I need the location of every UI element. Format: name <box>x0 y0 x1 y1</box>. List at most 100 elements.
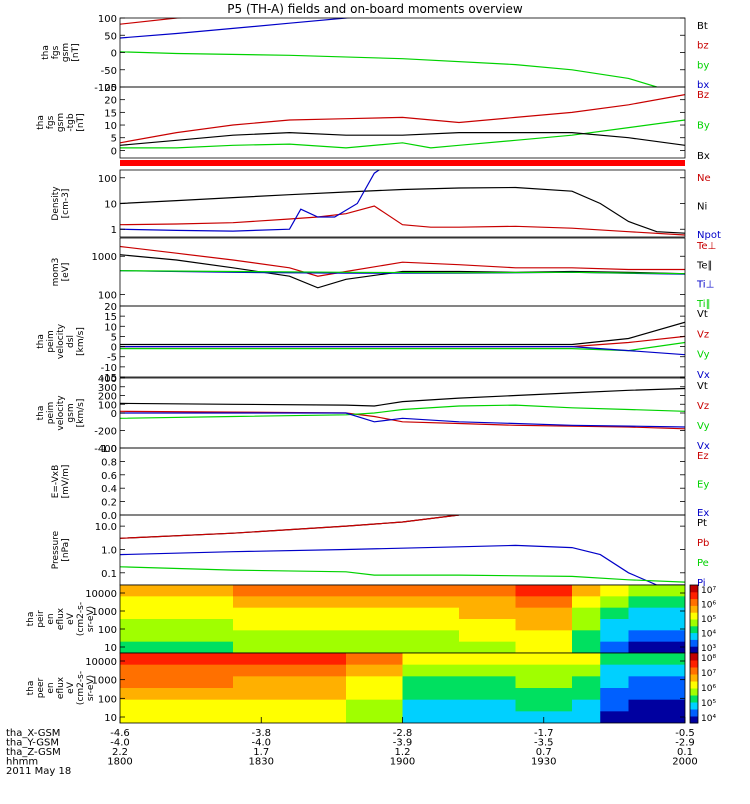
heat-cell <box>600 664 629 677</box>
heat-cell <box>600 699 629 712</box>
heat-cell <box>120 653 234 666</box>
x-tick-label: -1.7 <box>534 728 554 739</box>
colorbar-step <box>690 632 698 640</box>
legend-entry: Vy <box>697 421 710 432</box>
heat-cell <box>120 607 234 620</box>
y-axis-label-line: fgs <box>46 115 56 129</box>
heat-cell <box>572 711 601 723</box>
legend-entry: by <box>697 60 709 71</box>
series-line-Vy <box>120 404 685 419</box>
x-tick-label: -0.5 <box>675 728 695 739</box>
y-axis-label-line: tha <box>36 406 46 421</box>
legend-entry: Ez <box>697 451 709 462</box>
x-tick-label: 0.7 <box>536 747 552 758</box>
heat-cell <box>346 607 460 620</box>
heat-cell <box>572 585 601 597</box>
colorbar-step <box>690 639 698 647</box>
y-axis-label-line: en <box>46 682 56 693</box>
colorbar-step <box>690 625 698 634</box>
y-tick-label: 0 <box>111 343 117 354</box>
heat-cell <box>233 596 347 609</box>
heat-cell <box>572 630 601 643</box>
heat-cell <box>233 607 347 620</box>
heat-cell <box>628 699 685 712</box>
heat-cell <box>120 664 234 677</box>
series-group-temperature <box>120 245 685 289</box>
y-tick-label: 1.0 <box>101 545 117 556</box>
heat-cell <box>572 607 601 620</box>
y-axis-label-line: velocity <box>56 395 66 431</box>
colorbar-tick-label: 10⁸ <box>701 654 716 664</box>
heat-cell <box>600 596 629 609</box>
y-axis-label-line: tha <box>36 334 46 349</box>
heat-cell <box>459 619 516 631</box>
heat-cell <box>515 607 573 620</box>
heat-cell <box>120 630 234 643</box>
y-axis-label-line: dsl <box>66 335 76 348</box>
y-axis-label: tha fgs gsm -tgb [nT] <box>36 113 86 132</box>
legend-entry: Te∥ <box>696 260 713 271</box>
heat-cell <box>600 688 629 701</box>
x-tick-label: 0.1 <box>677 747 693 758</box>
heat-cell <box>459 585 516 597</box>
x-tick-label: -2.9 <box>675 738 695 749</box>
heat-cell <box>600 585 629 597</box>
series-line-Vx <box>120 412 685 428</box>
y-axis-label-line: [nT] <box>71 43 81 61</box>
heat-cell <box>515 630 573 643</box>
panel-peir-spectrogram: 10⁷ 10⁶ 10⁵ 10⁴ 10³ 10000 1000 100 10 tha peir en ef… <box>26 584 716 654</box>
x-tick-label: 1900 <box>390 757 415 768</box>
y-tick-label: 200 <box>98 392 117 403</box>
heat-cell <box>233 641 347 653</box>
legend-entry: Pt <box>697 518 707 529</box>
y-axis-label-line: peer <box>36 677 46 698</box>
y-axis-label: Density [cm-3] <box>51 186 71 221</box>
y-tick-label: 10 <box>104 643 117 654</box>
y-tick-label: 0 <box>111 49 117 60</box>
colorbar-step <box>690 619 698 627</box>
series-line-Ni <box>120 186 685 234</box>
colorbar-tick-label: 10⁴ <box>701 630 716 640</box>
series-line-Vx <box>120 346 685 356</box>
heat-cell <box>459 641 516 653</box>
x-tick-label: 2.2 <box>112 747 128 758</box>
heat-cell <box>628 653 685 666</box>
heat-cell <box>120 596 234 609</box>
panel-frame <box>119 447 686 516</box>
heat-cell <box>459 630 516 643</box>
heat-cell <box>402 653 516 666</box>
x-axis-row-label: hhmm <box>6 757 38 768</box>
series-line-Pe <box>120 566 685 583</box>
y-axis-label-line: gsm <box>56 113 66 132</box>
heat-cell <box>572 619 601 631</box>
y-tick-label: 10 <box>104 322 117 333</box>
y-axis-label-line: peir <box>36 610 46 628</box>
heat-cell <box>515 619 573 631</box>
heat-cell <box>233 688 347 701</box>
heat-cell <box>120 711 234 723</box>
series-group-velocity-gsm <box>120 387 685 430</box>
y-axis-label-line: (cm2-s- <box>76 602 86 636</box>
y-tick-label: 20 <box>104 96 117 107</box>
x-tick-label: 1830 <box>249 757 274 768</box>
y-tick-label: 10000 <box>85 657 117 668</box>
heat-cell <box>402 688 516 701</box>
colorbar-step <box>690 598 698 606</box>
heat-cell <box>600 607 629 620</box>
spectrogram-peer-spectrogram <box>120 653 685 723</box>
colorbar-tick-label: 10⁶ <box>701 684 716 694</box>
y-axis-label-line: sr-eV) <box>86 606 96 632</box>
x-tick-label: -3.8 <box>251 728 271 739</box>
legend-entry: Vy <box>697 350 710 361</box>
y-tick-label: -10 <box>101 363 117 374</box>
y-axis-label: tha peer en eflux eV (cm2-s-sr-eV) <box>26 671 96 705</box>
y-axis-label-line: tha <box>36 115 46 130</box>
y-axis-label: Pressure [nPa] <box>51 530 71 569</box>
colorbar-tick-label: 10⁵ <box>701 699 716 709</box>
colorbar-tick-label: 10⁵ <box>701 615 716 625</box>
heat-cell <box>628 676 685 689</box>
heat-cell <box>402 664 516 677</box>
series-line-Ti∥ <box>120 270 685 275</box>
